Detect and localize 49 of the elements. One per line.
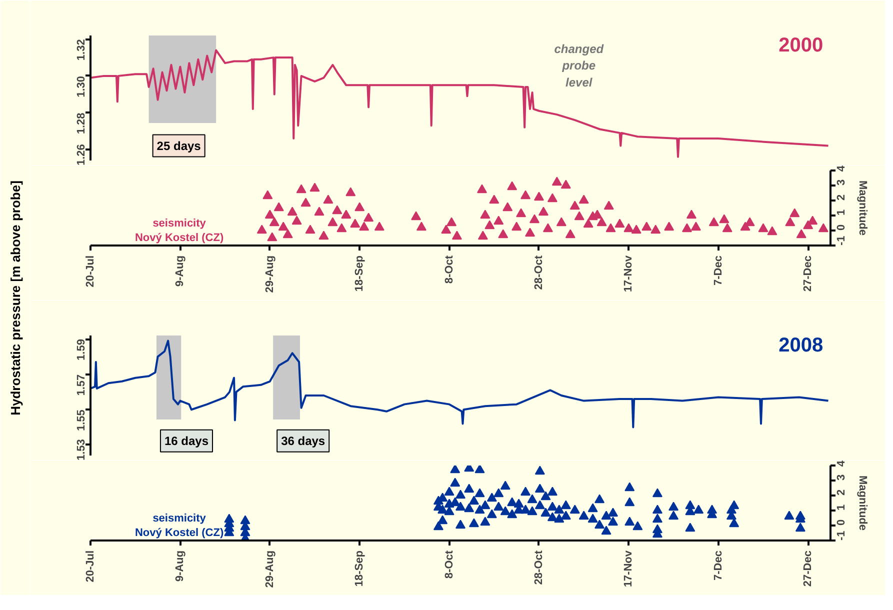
x-tick-label: 17-Nov (622, 254, 635, 292)
x-tick-label: 18-Sep (354, 255, 366, 292)
y-axis-title: Hydrostatic pressure [m above probe] (8, 180, 23, 416)
y-tick-label: 1.55 (76, 410, 88, 432)
y2-tick-label: 3 (836, 474, 848, 480)
y2-tick-label: -1 (836, 530, 848, 540)
x-tick-label: 7-Dec (712, 550, 724, 580)
chart-title: 2000 (778, 34, 824, 56)
x-tick-label: 29-Aug (264, 256, 276, 293)
y2-tick-label: 1 (836, 504, 848, 510)
text: seismicity Nový Kostel (CZ) (134, 218, 224, 244)
chart-title: 2008 (778, 334, 824, 356)
x-tick-label: 18-Sep (354, 550, 366, 587)
x-tick-label: 27-Dec (802, 550, 814, 587)
y-tick-label: 1.30 (76, 76, 88, 98)
x-tick-label: 8-Oct (443, 255, 456, 284)
x-tick-label: 28-Oct (532, 550, 545, 585)
y2-tick-label: 4 (836, 460, 848, 467)
y2-axis-title: Magnitude (856, 180, 868, 236)
annotation: 25 days (156, 138, 202, 153)
annotation: changed probe level (554, 42, 604, 90)
x-tick-label: 28-Oct (532, 255, 545, 290)
y2-tick-label: 2 (836, 489, 848, 496)
annotation: 36 days (281, 434, 326, 448)
y-tick-label: 1.53 (76, 439, 88, 460)
y2-tick-label: 1 (836, 209, 848, 216)
y-tick-label: 1.28 (76, 112, 88, 134)
x-tick-label: 27-Dec (802, 256, 814, 292)
y-tick-label: 1.32 (76, 39, 88, 61)
y-tick-label: 1.59 (76, 339, 88, 360)
x-tick-label: 29-Aug (264, 550, 276, 588)
x-tick-label: 20-Jul (84, 550, 96, 582)
y2-tick-label: 0 (836, 519, 848, 526)
y2-tick-label: 2 (836, 194, 848, 200)
x-tick-label: 8-Oct (443, 550, 456, 579)
y2-tick-label: -1 (836, 236, 848, 246)
y2-tick-label: 0 (836, 224, 848, 230)
x-tick-label: 9-Aug (174, 255, 186, 287)
x-tick-label: 17-Nov (622, 550, 635, 588)
annotation: 16 days (164, 434, 209, 448)
y2-axis-title: Magnitude (856, 476, 868, 531)
series-label: seismicity Nový Kostel (CZ) (134, 512, 224, 539)
x-tick-label: 9-Aug (174, 550, 186, 582)
y2-tick-label: 4 (836, 164, 848, 172)
y2-tick-label: 3 (836, 179, 848, 186)
x-tick-label: 20-Jul (84, 255, 96, 288)
y-tick-label: 1.26 (76, 144, 88, 166)
y-tick-label: 1.57 (76, 374, 88, 396)
x-tick-label: 7-Dec (712, 255, 724, 286)
